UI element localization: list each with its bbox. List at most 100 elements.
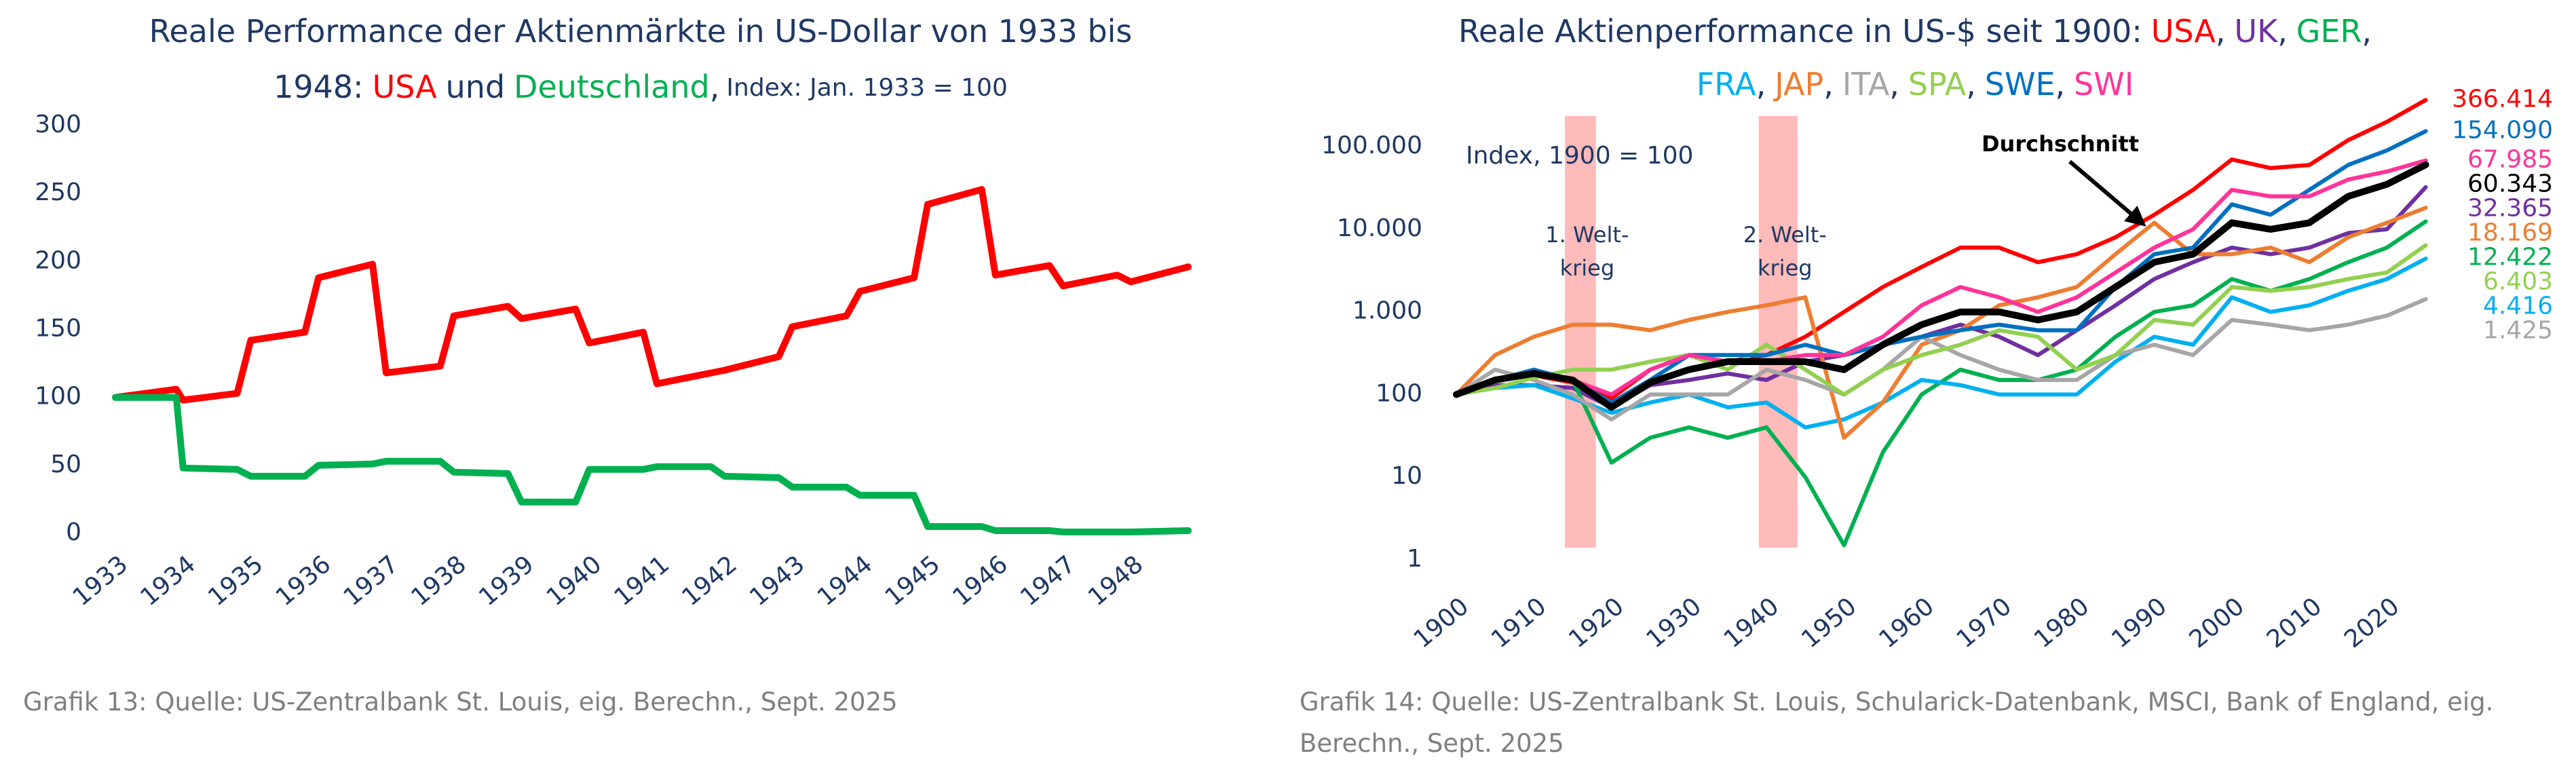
y-tick-label: 100 bbox=[1376, 379, 1422, 407]
x-tick-label: 1937 bbox=[339, 550, 404, 611]
x-tick-label: 1900 bbox=[1409, 592, 1475, 653]
x-tick-label: 2010 bbox=[2262, 592, 2328, 653]
series-annotation: Durchschnitt bbox=[1982, 131, 2139, 157]
value-label: 6.403 bbox=[2483, 268, 2553, 296]
x-tick-label: 1947 bbox=[1015, 550, 1081, 611]
title-part: SWE bbox=[1985, 66, 2056, 102]
y-tick-label: 150 bbox=[35, 315, 81, 343]
y-tick-label: 0 bbox=[66, 518, 81, 546]
title-part: und bbox=[446, 69, 506, 105]
y-tick-label: 300 bbox=[35, 111, 81, 138]
subtitle: Index, 1900 = 100 bbox=[1466, 142, 1693, 170]
x-tick-label: 1944 bbox=[812, 550, 878, 611]
series-line bbox=[1454, 297, 2428, 422]
title-part: , bbox=[2277, 13, 2288, 50]
value-label: 60.343 bbox=[2467, 170, 2553, 198]
title-part: 1948: bbox=[273, 69, 364, 105]
title-part: , bbox=[1889, 66, 1899, 102]
x-tick-label: 1980 bbox=[2029, 592, 2095, 653]
y-tick-label: 1.000 bbox=[1352, 297, 1422, 325]
y-tick-label: 250 bbox=[35, 178, 81, 206]
title-part: Deutschland bbox=[514, 69, 710, 105]
x-tick-label: 1950 bbox=[1796, 592, 1862, 653]
value-label: 4.416 bbox=[2483, 292, 2553, 320]
title-part: , bbox=[2362, 13, 2372, 50]
title-part: SWI bbox=[2074, 66, 2134, 102]
x-tick-label: 1945 bbox=[880, 550, 946, 611]
x-tick-label: 2020 bbox=[2339, 592, 2405, 653]
x-tick-label: 1990 bbox=[2106, 592, 2172, 653]
x-tick-label: 1934 bbox=[135, 550, 201, 611]
value-label: 1.425 bbox=[2483, 317, 2553, 345]
y-tick-label: 1 bbox=[1407, 545, 1422, 573]
band-label: krieg bbox=[1560, 255, 1615, 281]
x-tick-label: 1939 bbox=[474, 550, 539, 611]
title-part: Index: Jan. 1933 = 100 bbox=[726, 74, 1007, 102]
title-part: GER bbox=[2296, 13, 2362, 50]
x-tick-label: 1940 bbox=[542, 550, 607, 611]
x-tick-label: 1938 bbox=[406, 550, 472, 611]
y-tick-label: 50 bbox=[50, 451, 81, 478]
x-tick-label: 1935 bbox=[203, 550, 269, 611]
series-line bbox=[112, 186, 1192, 404]
title-part: UK bbox=[2234, 13, 2279, 50]
annotation-arrow bbox=[2068, 159, 2146, 227]
series-line bbox=[1453, 161, 2429, 411]
x-tick-label: 1946 bbox=[947, 550, 1013, 611]
x-tick-label: 1940 bbox=[1719, 592, 1785, 653]
series-line bbox=[1454, 98, 2428, 400]
x-tick-label: 2000 bbox=[2184, 592, 2250, 653]
band-label: 1. Welt- bbox=[1545, 222, 1629, 248]
caption: Grafik 13: Quelle: US-Zentralbank St. Lo… bbox=[23, 687, 898, 717]
title-part: ITA bbox=[1842, 66, 1890, 102]
x-tick-label: 1920 bbox=[1564, 592, 1629, 653]
value-label: 32.365 bbox=[2467, 195, 2553, 223]
caption: Grafik 14: Quelle: US-Zentralbank St. Lo… bbox=[1300, 687, 2494, 758]
series-line bbox=[1454, 158, 2428, 397]
x-tick-label: 1941 bbox=[609, 550, 675, 611]
y-tick-label: 200 bbox=[35, 246, 81, 274]
chart-title: 1948: USA und Deutschland, Index: Jan. 1933 … bbox=[273, 69, 1008, 105]
title-part: Reale Performance der Aktienmärkte in US… bbox=[149, 13, 1133, 50]
y-tick-label: 100.000 bbox=[1321, 132, 1422, 159]
x-tick-label: 1936 bbox=[271, 550, 337, 611]
title-part: , bbox=[1823, 66, 1834, 102]
band-label: 2. Welt- bbox=[1743, 222, 1827, 248]
value-label: 18.169 bbox=[2467, 219, 2553, 247]
series-line bbox=[1454, 206, 2428, 440]
x-tick-label: 1960 bbox=[1874, 592, 1939, 653]
series-line bbox=[1454, 129, 2428, 405]
chart-title: FRA, JAP, ITA, SPA, SWE, SWI bbox=[1697, 66, 2134, 102]
series-line bbox=[1454, 243, 2428, 397]
title-part: SPA bbox=[1908, 66, 1967, 102]
x-tick-label: 1942 bbox=[677, 550, 742, 611]
value-label: 366.414 bbox=[2452, 85, 2553, 113]
chart-title: Reale Aktienperformance in US-$ seit 190… bbox=[1458, 13, 2372, 50]
y-tick-label: 10.000 bbox=[1337, 214, 1422, 242]
title-part: , bbox=[1966, 66, 1976, 102]
x-tick-label: 1948 bbox=[1083, 550, 1149, 611]
value-label: 154.090 bbox=[2452, 116, 2553, 144]
chart-title: Reale Performance der Aktienmärkte in US… bbox=[149, 13, 1133, 50]
title-part: Reale Aktienperformance in US-$ seit 190… bbox=[1458, 13, 2142, 50]
shaded-band bbox=[1758, 116, 1798, 548]
x-tick-label: 1910 bbox=[1486, 592, 1552, 653]
x-tick-label: 1933 bbox=[68, 550, 134, 611]
x-tick-label: 1930 bbox=[1642, 592, 1707, 653]
title-part: , bbox=[2216, 13, 2226, 50]
title-part: , bbox=[2056, 66, 2066, 102]
title-part: FRA bbox=[1697, 66, 1757, 102]
x-tick-label: 1943 bbox=[744, 550, 810, 611]
band-label: krieg bbox=[1758, 255, 1813, 281]
title-part: USA bbox=[2151, 13, 2216, 50]
title-part: USA bbox=[373, 69, 438, 105]
shaded-band bbox=[1565, 116, 1596, 548]
series-line bbox=[1454, 256, 2428, 430]
x-tick-label: 1970 bbox=[1952, 592, 2018, 653]
title-part: JAP bbox=[1773, 66, 1823, 102]
title-part: , bbox=[1756, 66, 1766, 102]
y-tick-label: 100 bbox=[35, 383, 81, 411]
title-part: , bbox=[710, 69, 720, 105]
